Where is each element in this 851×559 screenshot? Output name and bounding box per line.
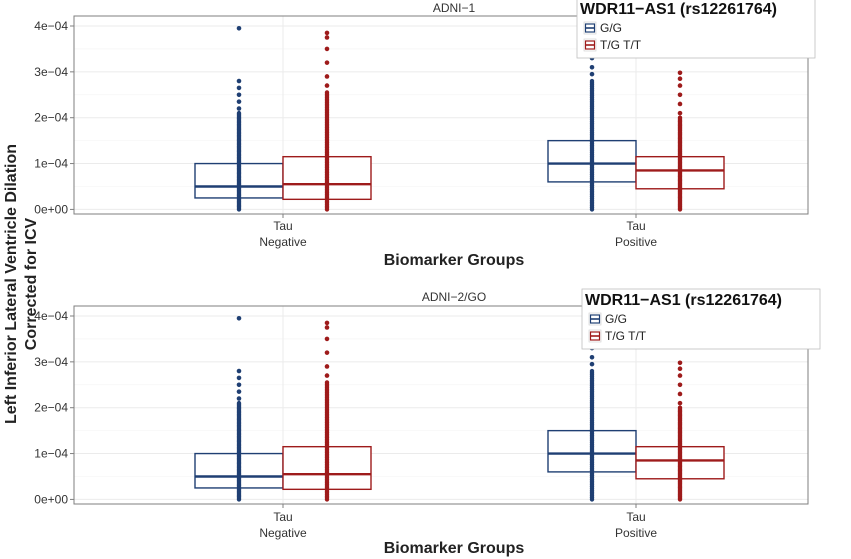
- outlier-point: [677, 83, 683, 88]
- outlier-point: [236, 99, 242, 104]
- data-point: [236, 400, 242, 406]
- legend-title: WDR11−AS1 (rs12261764): [580, 1, 777, 18]
- outlier-point: [589, 354, 595, 360]
- data-point: [236, 110, 242, 116]
- x-tick-label-line1: Tau: [273, 219, 292, 233]
- y-tick-label: 0e+00: [34, 492, 68, 506]
- legend-box: [581, 288, 821, 350]
- box-tgtt-2: [635, 70, 725, 212]
- outlier-point: [324, 320, 330, 326]
- y-tick-label: 4e−04: [34, 19, 68, 33]
- outlier-point: [677, 391, 683, 397]
- x-tick-label-line1: Tau: [626, 510, 645, 524]
- box-tgtt-1: [282, 30, 372, 212]
- y-axis-label-line2: Corrected for ICV: [23, 217, 40, 350]
- outlier-point: [236, 375, 242, 381]
- outlier-point: [236, 368, 242, 374]
- panel-title: ADNI−1: [433, 1, 476, 15]
- outlier-point: [324, 60, 330, 65]
- x-tick-label-line2: Positive: [615, 235, 657, 249]
- outlier-point: [324, 350, 330, 355]
- data-point: [677, 115, 683, 120]
- outlier-point: [324, 325, 330, 330]
- plot-border: [73, 305, 809, 505]
- outlier-point: [236, 78, 242, 84]
- outlier-point: [677, 360, 683, 366]
- y-tick-label: 3e−04: [34, 355, 68, 369]
- outlier-point: [677, 76, 683, 82]
- legend-label: T/G T/T: [600, 38, 642, 52]
- y-tick-label: 1e−04: [34, 157, 68, 171]
- outlier-point: [677, 366, 683, 372]
- box-gg-2: [547, 39, 637, 212]
- legend-box: [576, 0, 816, 59]
- x-tick-label-line2: Negative: [259, 235, 307, 249]
- legend-title: WDR11−AS1 (rs12261764): [585, 292, 782, 309]
- data-point: [589, 78, 595, 84]
- outlier-point: [236, 382, 242, 388]
- y-axis-label-line1: Left Inferior Lateral Ventricle Dilation: [3, 144, 20, 424]
- y-tick-label: 2e−04: [34, 401, 68, 415]
- panel-1: 0e+00 1e−04 2e−04 3e−04 4e−04 Tau Negative Tau P…: [34, 0, 816, 269]
- outlier-point: [677, 92, 683, 98]
- outlier-point: [236, 389, 242, 394]
- outlier-point: [589, 361, 595, 367]
- legend-label: T/G T/T: [605, 329, 647, 343]
- data-point: [677, 405, 683, 410]
- x-axis-label: Biomarker Groups: [384, 252, 525, 269]
- data-point: [324, 90, 330, 95]
- panel-2: 0e+00 1e−04 2e−04 3e−04 4e−04 Tau Negative Tau P…: [34, 288, 821, 557]
- outlier-point: [677, 70, 683, 76]
- box-tgtt-1: [282, 320, 372, 502]
- legend: WDR11−AS1 (rs12261764) G/G T/G T/T: [576, 0, 816, 59]
- y-tick-label: 1e−04: [34, 447, 68, 461]
- legend: WDR11−AS1 (rs12261764) G/G T/G T/T: [581, 288, 821, 350]
- y-tick-label: 2e−04: [34, 111, 68, 125]
- x-tick-label-line1: Tau: [273, 510, 292, 524]
- outlier-point: [324, 83, 330, 88]
- outlier-point: [236, 106, 242, 111]
- outlier-point: [324, 373, 330, 378]
- box-gg-2: [547, 329, 637, 502]
- outlier-point: [589, 64, 595, 70]
- outlier-point: [589, 71, 595, 77]
- outlier-point: [677, 382, 683, 388]
- data-point: [324, 380, 330, 385]
- outlier-point: [324, 336, 330, 342]
- outlier-point: [677, 373, 683, 378]
- box-gg-1: [194, 315, 284, 502]
- outlier-point: [236, 315, 242, 321]
- box-tgtt-2: [635, 360, 725, 502]
- outlier-point: [236, 92, 242, 98]
- outlier-point: [236, 25, 242, 31]
- y-tick-label: 0e+00: [34, 202, 68, 216]
- outlier-point: [324, 30, 330, 36]
- outlier-point: [677, 110, 683, 116]
- outlier-point: [324, 35, 330, 40]
- data-point: [589, 368, 595, 374]
- outlier-point: [236, 396, 242, 401]
- outlier-point: [324, 364, 330, 369]
- panel-title: ADNI−2/GO: [422, 290, 486, 304]
- x-tick-label-line1: Tau: [626, 219, 645, 233]
- outlier-point: [324, 74, 330, 79]
- outlier-point: [236, 85, 242, 91]
- legend-label: G/G: [605, 312, 627, 326]
- legend-label: G/G: [600, 21, 622, 35]
- x-tick-label-line2: Negative: [259, 526, 307, 540]
- plot-border: [73, 15, 809, 215]
- y-tick-label: 3e−04: [34, 65, 68, 79]
- outlier-point: [324, 46, 330, 52]
- y-tick-label: 4e−04: [34, 309, 68, 323]
- outlier-point: [677, 101, 683, 107]
- x-axis-label: Biomarker Groups: [384, 540, 525, 557]
- x-tick-label-line2: Positive: [615, 526, 657, 540]
- outlier-point: [677, 400, 683, 406]
